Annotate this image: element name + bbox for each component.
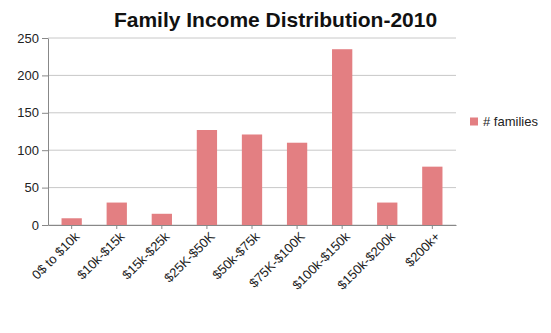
y-tick-mark — [42, 38, 48, 39]
y-tick: 150 — [17, 105, 48, 120]
x-tick-label: $150k-$200k — [334, 228, 398, 292]
x-axis: 0$ to $10k$10k-$15k$15k-$25k$25K-$50K$50… — [29, 225, 457, 293]
y-tick-label: 250 — [17, 31, 39, 46]
y-tick: 100 — [17, 143, 48, 158]
grid-line — [48, 38, 456, 39]
bar — [242, 134, 262, 225]
bar — [377, 203, 397, 225]
bar — [332, 49, 352, 225]
legend: # families — [470, 114, 538, 129]
bar — [107, 203, 127, 225]
bars — [62, 49, 443, 225]
bar — [287, 143, 307, 225]
grid-line — [48, 75, 456, 76]
y-axis-line — [48, 39, 49, 226]
bar — [62, 218, 82, 225]
bar — [197, 130, 217, 225]
x-tick-label: $200k+ — [402, 229, 443, 270]
legend-label: # families — [483, 114, 538, 129]
y-tick: 200 — [17, 68, 48, 83]
y-tick: 50 — [25, 180, 48, 195]
y-tick-label: 50 — [25, 180, 39, 195]
x-tick-label: $10k-$15k — [74, 228, 128, 282]
y-tick-mark — [42, 225, 48, 226]
grid — [48, 38, 456, 225]
bar — [422, 167, 442, 225]
y-tick-mark — [42, 75, 48, 76]
plot: 0 50 100 150 200 250 0$ to $10k$10k-$15k$15k-$… — [17, 31, 456, 293]
y-tick-label: 200 — [17, 68, 39, 83]
y-tick-label: 100 — [17, 143, 39, 158]
bar — [152, 214, 172, 225]
y-tick: 250 — [17, 31, 48, 46]
chart: Family Income Distribution-2010 0 50 100 150… — [0, 0, 551, 333]
y-tick-mark — [42, 188, 48, 189]
y-tick-mark — [42, 113, 48, 114]
legend-item: # families — [470, 114, 538, 129]
y-tick-mark — [42, 150, 48, 151]
legend-swatch — [470, 118, 478, 126]
title: Family Income Distribution-2010 — [114, 8, 437, 31]
y-tick: 0 — [32, 218, 48, 233]
y-tick-label: 0 — [32, 218, 39, 233]
y-tick-label: 150 — [17, 105, 39, 120]
x-tick-label: $25K-$50K — [161, 229, 218, 286]
x-tick: $150k-$200k — [334, 225, 398, 293]
x-tick: $200k+ — [402, 225, 443, 270]
y-axis: 0 50 100 150 200 250 — [17, 31, 48, 233]
x-tick: $25K-$50K — [161, 225, 218, 285]
grid-line — [48, 112, 456, 113]
x-tick-label: 0$ to $10k — [29, 228, 83, 282]
